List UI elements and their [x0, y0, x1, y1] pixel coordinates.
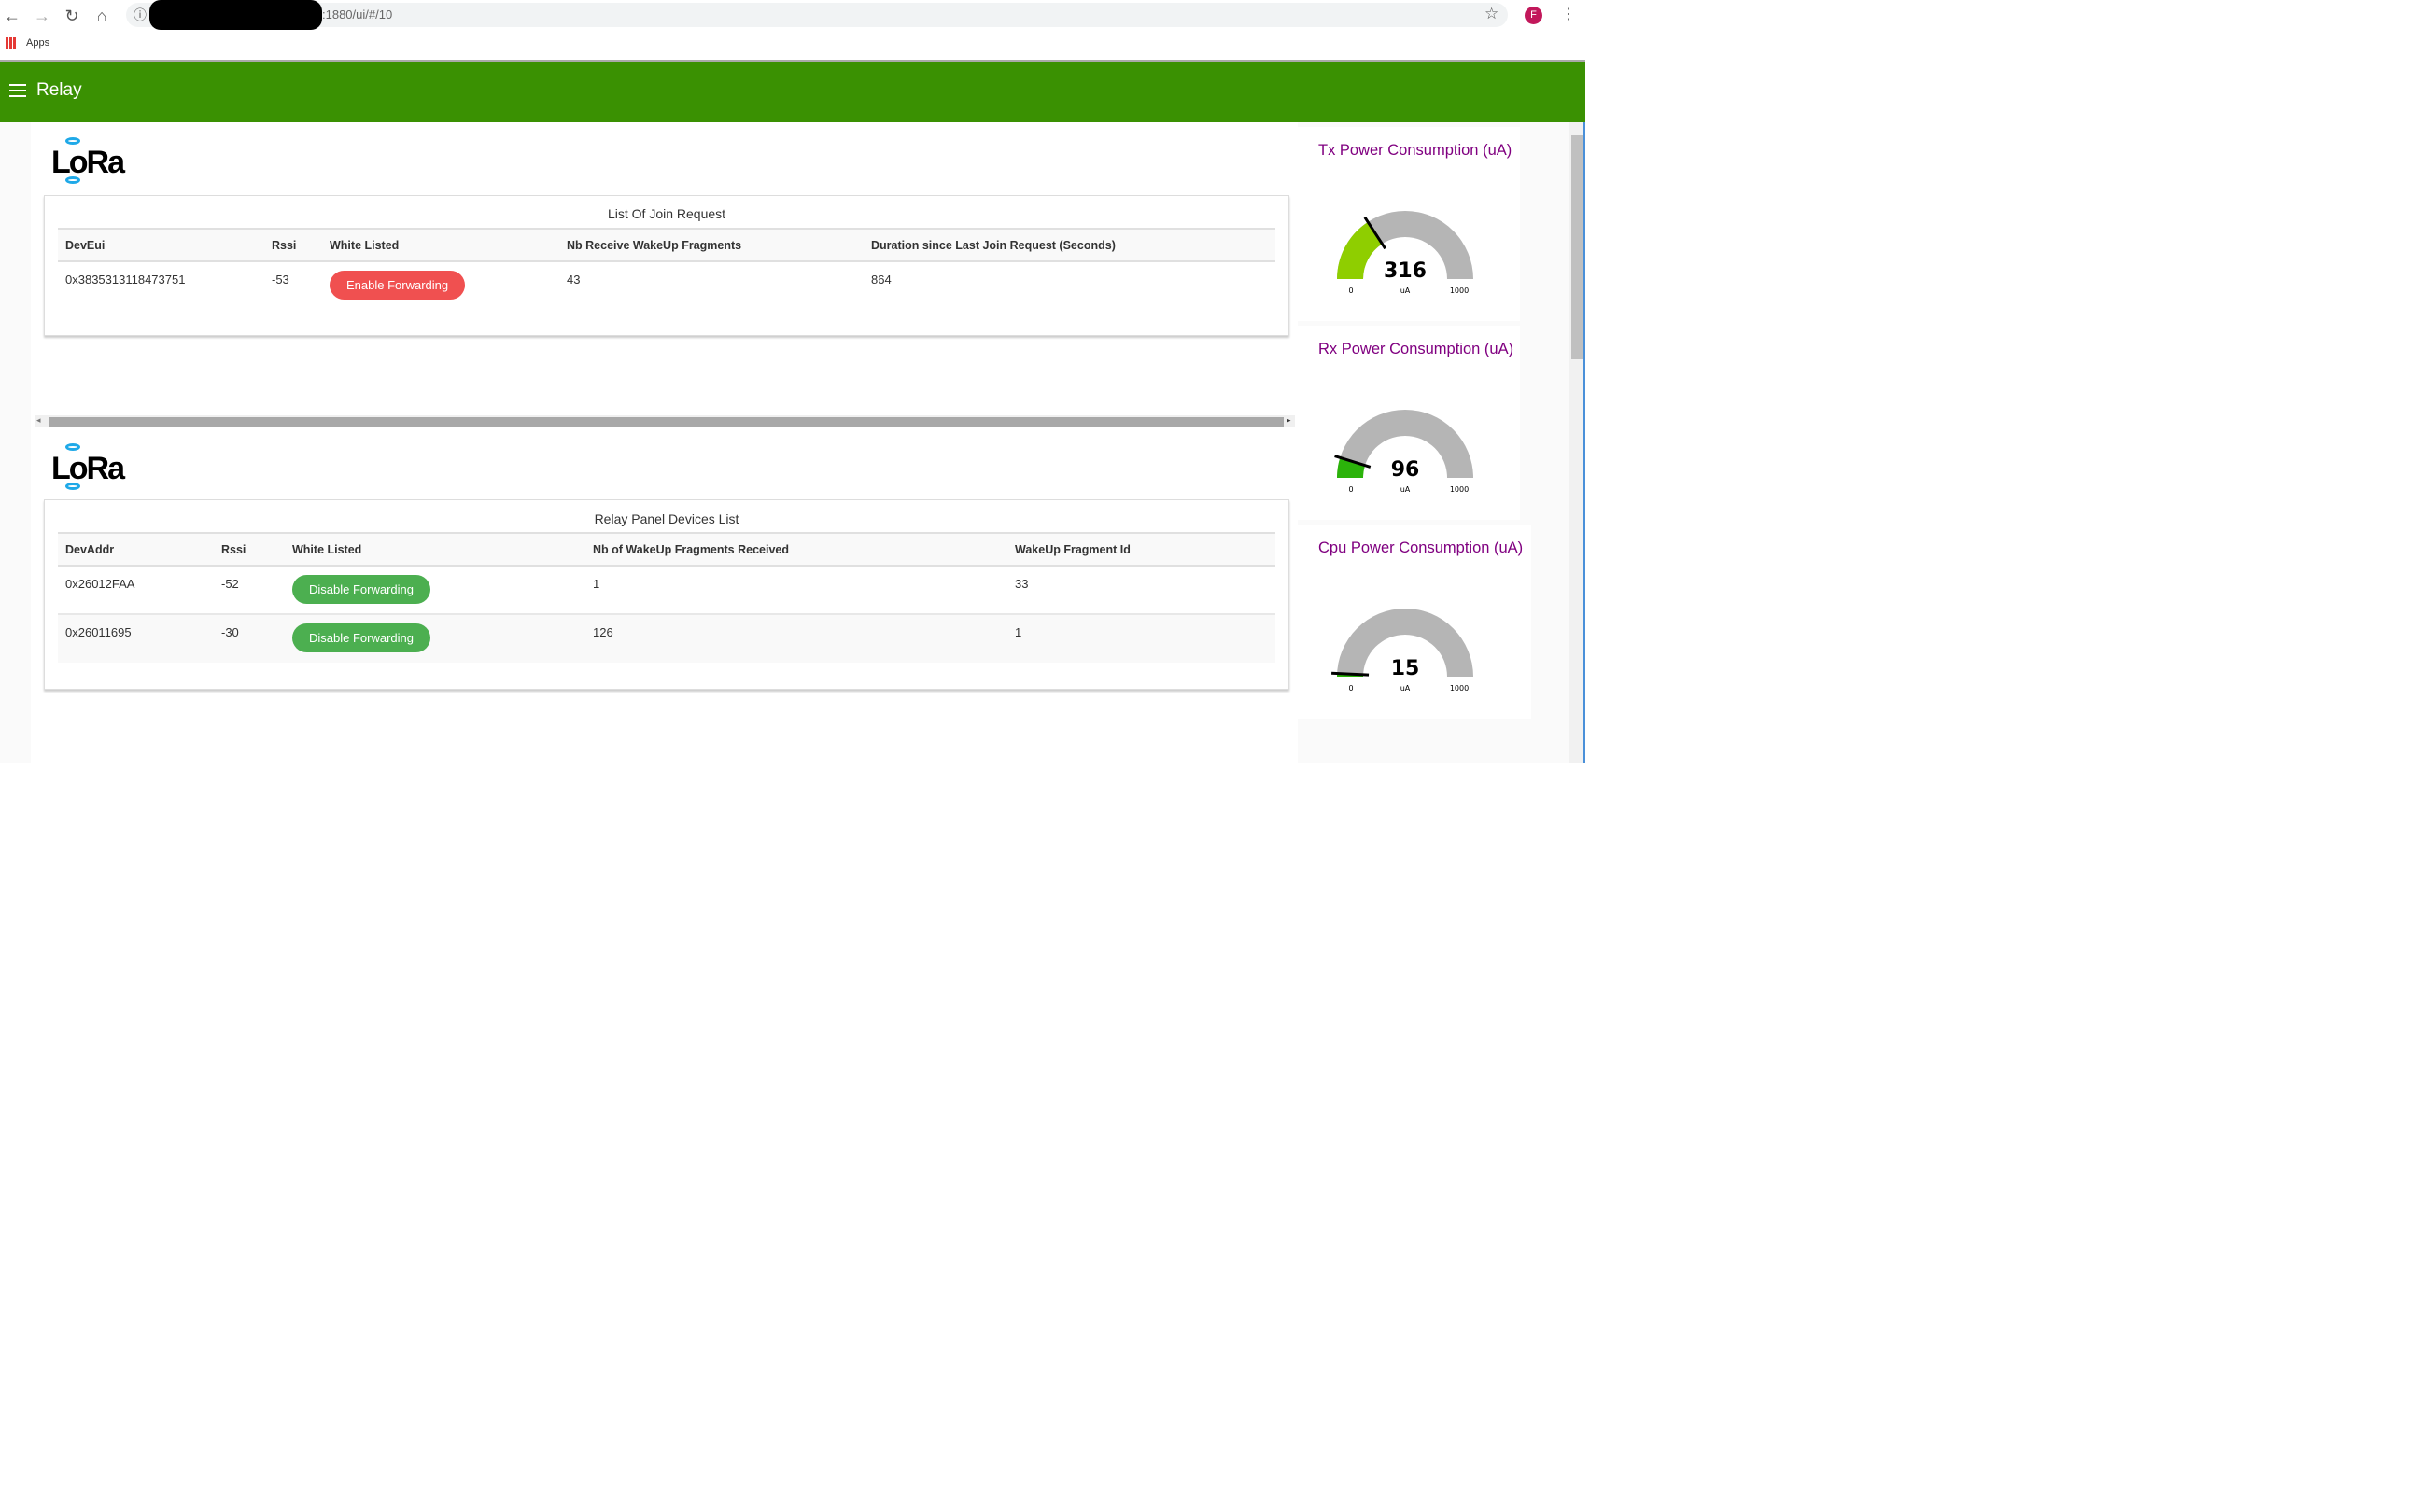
- join-request-card: List Of Join Request DevEui Rssi White L…: [44, 195, 1289, 336]
- lora-logo: LoRa: [51, 137, 135, 186]
- devaddr-cell: 0x26011695: [58, 614, 214, 663]
- gauge-track: [1337, 609, 1473, 677]
- gauge-value: 316: [1384, 259, 1427, 283]
- table-row: 0x26012FAA -52 Disable Forwarding 1 33: [58, 566, 1275, 615]
- column-header: Nb Receive WakeUp Fragments: [559, 228, 864, 262]
- gauge-title: Rx Power Consumption (uA): [1318, 341, 1514, 357]
- tx-gauge-panel: Tx Power Consumption (uA) 316 0 uA 1000: [1298, 127, 1520, 321]
- lora-logo: LoRa: [51, 443, 135, 492]
- deveui-cell: 0x3835313118473751: [65, 273, 186, 287]
- column-header: WakeUp Fragment Id: [1007, 532, 1275, 567]
- horizontal-scrollbar[interactable]: ◂ ▸: [35, 415, 1295, 427]
- rssi-cell: -52: [214, 566, 285, 615]
- reload-icon[interactable]: ↻: [64, 7, 79, 25]
- gauge-min-label: 0: [1348, 287, 1353, 295]
- rx-gauge-panel: Rx Power Consumption (uA) 96 0 uA 1000: [1298, 326, 1520, 520]
- gauge-max-label: 1000: [1450, 287, 1469, 295]
- dashboard-content: LoRa List Of Join Request DevEui Rssi Wh…: [0, 122, 1585, 763]
- gauge-value: 96: [1391, 458, 1420, 482]
- card-title: Relay Panel Devices List: [594, 511, 739, 526]
- devaddr-cell: 0x26012FAA: [58, 566, 214, 615]
- gauge-needle: [1331, 671, 1370, 677]
- scroll-left-icon[interactable]: ◂: [36, 415, 41, 425]
- forward-icon[interactable]: →: [34, 7, 50, 25]
- tx-gauge: 316 0 uA 1000: [1337, 211, 1473, 295]
- column-header: Nb of WakeUp Fragments Received: [585, 532, 1007, 567]
- bookmark-apps[interactable]: Apps: [26, 37, 50, 49]
- disable-forwarding-button[interactable]: Disable Forwarding: [292, 575, 430, 604]
- relay-devices-card: Relay Panel Devices List DevAddr Rssi Wh…: [44, 499, 1289, 690]
- gauge-needle: [1334, 455, 1372, 469]
- column-header: Rssi: [264, 228, 322, 262]
- fragment-id-cell: 1: [1007, 614, 1275, 663]
- fragment-id-cell: 33: [1007, 566, 1275, 615]
- vertical-scrollbar[interactable]: [1569, 122, 1585, 763]
- disable-forwarding-button[interactable]: Disable Forwarding: [292, 623, 430, 652]
- apps-grid-icon: [6, 37, 17, 49]
- address-bar[interactable]: ⓘ: [126, 3, 1508, 27]
- gauge-fill: [1337, 457, 1366, 478]
- gauge-value: 15: [1391, 657, 1420, 680]
- hamburger-menu-icon[interactable]: [9, 84, 26, 97]
- table-row: 0x26011695 -30 Disable Forwarding 126 1: [58, 614, 1275, 663]
- tables-panel: LoRa List Of Join Request DevEui Rssi Wh…: [31, 122, 1298, 763]
- rx-gauge: 96 0 uA 1000: [1334, 410, 1473, 494]
- url-text[interactable]: :1880/ui/#/10: [322, 7, 393, 21]
- redacted-host: [149, 0, 322, 30]
- back-icon[interactable]: ←: [4, 7, 21, 25]
- gauge-min-label: 0: [1348, 684, 1353, 693]
- gauge-track: [1337, 410, 1473, 478]
- scrollbar-thumb[interactable]: [1571, 135, 1583, 359]
- card-title: List Of Join Request: [607, 206, 726, 221]
- column-header: Duration since Last Join Request (Second…: [864, 228, 1275, 262]
- star-icon[interactable]: ☆: [1484, 5, 1499, 22]
- cpu-gauge: 15 0 uA 1000: [1331, 609, 1473, 693]
- fragments-cell: 126: [585, 614, 1007, 663]
- gauge-title: Tx Power Consumption (uA): [1318, 142, 1512, 159]
- info-icon[interactable]: ⓘ: [134, 7, 147, 22]
- relay-devices-table: DevAddr Rssi White Listed Nb of WakeUp F…: [58, 532, 1275, 663]
- kebab-menu-icon[interactable]: ⋮: [1561, 7, 1576, 22]
- home-icon[interactable]: ⌂: [96, 7, 107, 25]
- gauge-max-label: 1000: [1450, 485, 1469, 494]
- table-row: 0x3835313118473751 -53 Enable Forwarding…: [58, 261, 1275, 310]
- column-header: White Listed: [285, 532, 585, 567]
- gauge-fill: [1337, 221, 1383, 279]
- gauge-min-label: 0: [1348, 485, 1353, 494]
- gauge-unit-label: uA: [1400, 287, 1411, 295]
- profile-avatar[interactable]: F: [1525, 7, 1542, 24]
- duration-cell: 864: [871, 273, 892, 287]
- column-header: DevEui: [58, 228, 264, 262]
- gauge-max-label: 1000: [1450, 684, 1469, 693]
- cpu-gauge-panel: Cpu Power Consumption (uA) 15 0 uA 1000: [1298, 525, 1531, 719]
- browser-toolbar: ← → ↻ ⌂ ⓘ :1880/ui/#/10 ☆ F ⋮ Apps: [0, 0, 1585, 62]
- scroll-right-icon[interactable]: ▸: [1287, 415, 1291, 425]
- gauge-needle: [1363, 217, 1386, 250]
- column-header: Rssi: [214, 532, 285, 567]
- join-request-table: DevEui Rssi White Listed Nb Receive Wake…: [58, 228, 1275, 310]
- column-header: DevAddr: [58, 532, 214, 567]
- enable-forwarding-button[interactable]: Enable Forwarding: [330, 271, 466, 300]
- gauge-title: Cpu Power Consumption (uA): [1318, 539, 1524, 556]
- fragments-cell: 43: [567, 273, 581, 287]
- gauge-unit-label: uA: [1400, 485, 1411, 494]
- scrollbar-thumb[interactable]: [49, 417, 1284, 427]
- gauge-unit-label: uA: [1400, 684, 1411, 693]
- app-header: Relay: [0, 62, 1585, 122]
- page-title: Relay: [36, 80, 82, 100]
- rssi-cell: -30: [214, 614, 285, 663]
- column-header: White Listed: [322, 228, 559, 262]
- rssi-cell: -53: [272, 273, 289, 287]
- fragments-cell: 1: [585, 566, 1007, 615]
